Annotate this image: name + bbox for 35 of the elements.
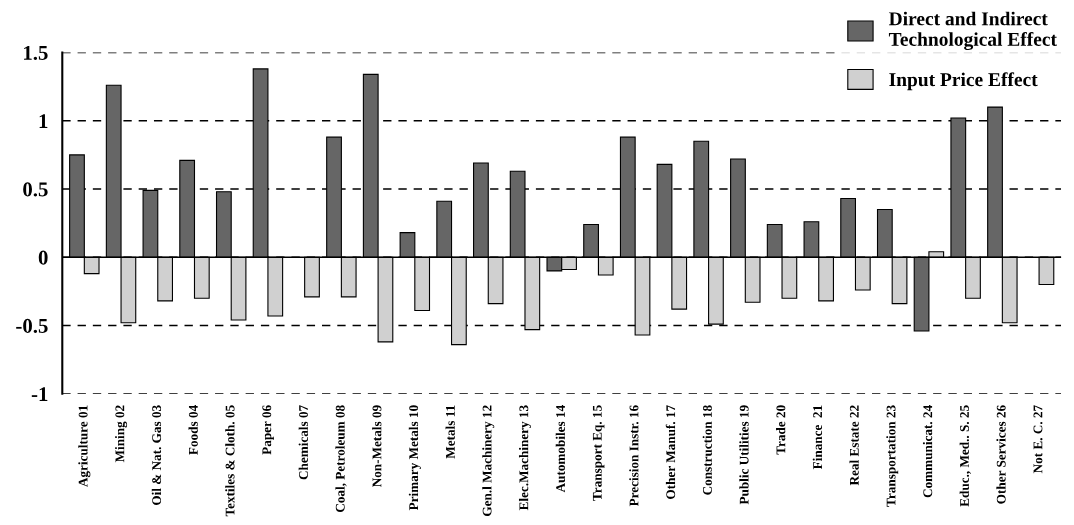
y-tick-label: 1.5	[24, 45, 48, 61]
x-tick-label: Precision Instr. 16	[629, 405, 639, 507]
x-tick-label: Non-Metals 09	[372, 405, 382, 488]
x-tick-label: Educ., Med.. S. 25	[959, 405, 971, 507]
x-tick-label: Metals 11	[445, 405, 455, 459]
x-tick-label: Construction 18	[702, 405, 712, 495]
x-tick-label: Gen.l Machinery 12	[482, 405, 495, 516]
x-tick-label: Finance 21	[812, 405, 823, 470]
x-tick-label: Chemicals 07	[298, 405, 308, 480]
y-tick-label: 1	[39, 114, 48, 128]
x-tick-label: Oil & Nat. Gas 03	[151, 405, 162, 505]
x-tick-label: Public Utilities 19	[739, 405, 749, 505]
x-tick-label: Mining 02	[115, 405, 128, 463]
x-tick-label: Other Services 26	[996, 405, 1006, 504]
x-tick-label: Transportation 23	[886, 405, 899, 507]
x-tick-label: Agriculture 01	[78, 405, 91, 487]
x-tick-label: Elec.Machinery 13	[518, 405, 531, 511]
x-tick-label: Automobiles 14	[555, 405, 566, 493]
x-tick-label: Other Manuf. 17	[665, 405, 676, 499]
y-tick-label: 0.5	[23, 182, 48, 197]
legend-label: Direct and Indirect Technological Effect	[888, 11, 1057, 51]
x-tick-label: Not E. C. 27	[1033, 405, 1043, 474]
x-tick-label: Foods 04	[188, 405, 198, 455]
x-tick-label: Trade 20	[776, 405, 786, 455]
x-tick-label: Real Estate 22	[849, 405, 859, 486]
x-tick-label: Primary Metals 10	[408, 405, 421, 511]
y-tick-label: 0	[38, 250, 48, 265]
legend-label: Input Price Effect	[889, 72, 1038, 91]
y-tick-label: -0.5	[16, 318, 48, 334]
x-tick-label: Communicat. 24	[922, 405, 933, 498]
y-tick-label: -1	[31, 387, 48, 401]
x-tick-label: Paper 06	[262, 405, 274, 455]
x-tick-label: Coal, Petroleum 08	[335, 405, 347, 513]
x-tick-label: Transport Eq. 15	[592, 405, 605, 501]
x-tick-label: Textiles & Cloth. 05	[225, 405, 235, 517]
